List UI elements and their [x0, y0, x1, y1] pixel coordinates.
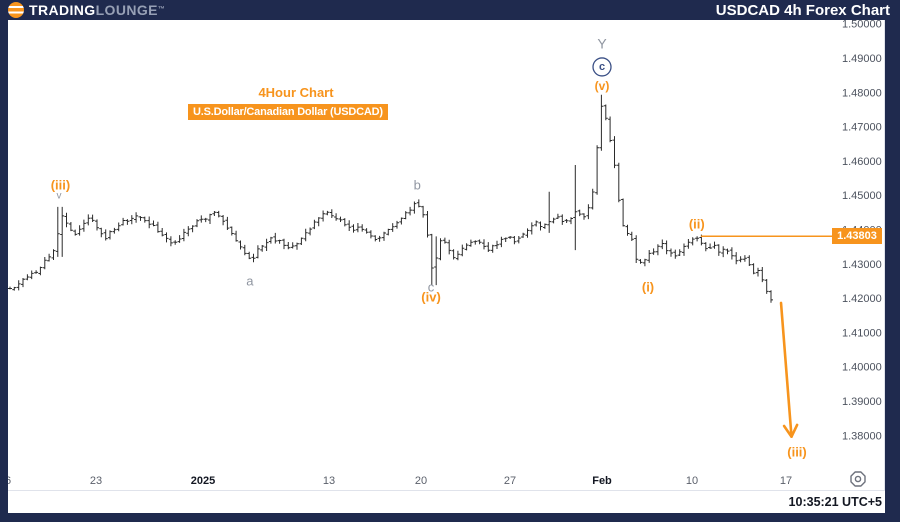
wave-label: (ii)	[689, 217, 705, 232]
price-tick-label: 1.38000	[842, 430, 882, 442]
price-tick-label: 1.49000	[842, 53, 882, 65]
instrument-label: U.S.Dollar/Canadian Dollar (USDCAD)	[188, 104, 388, 120]
price-tick-label: 1.45000	[842, 190, 882, 202]
wave-label: c	[428, 280, 435, 295]
wave-label: (iii)	[51, 177, 71, 192]
wave-label: c	[599, 61, 605, 73]
tradinglounge-logo[interactable]: TRADINGLOUNGE™	[8, 2, 165, 18]
ohlc-bars	[8, 94, 773, 303]
page-title: USDCAD 4h Forex Chart	[715, 1, 890, 19]
wave-label: (v)	[595, 79, 610, 93]
price-axis-tag: 1.43803	[832, 228, 882, 244]
timeframe-label: 4Hour Chart	[258, 85, 334, 100]
wave-label: Y	[597, 36, 607, 52]
wave-label: b	[414, 177, 421, 192]
date-tick-label: 10	[686, 475, 698, 487]
trademark-symbol: ™	[157, 6, 166, 13]
clock-display[interactable]: 10:35:21 UTC+5	[788, 495, 882, 509]
date-tick-label: 23	[90, 475, 102, 487]
date-tick-label: 6	[8, 475, 11, 487]
brand-text: TRADINGLOUNGE™	[29, 2, 165, 18]
price-tick-label: 1.41000	[842, 327, 882, 339]
price-tick-label: 1.48000	[842, 87, 882, 99]
tradinglounge-logo-icon	[8, 2, 24, 18]
price-tick-label: 1.46000	[842, 156, 882, 168]
wave-label: (iii)	[787, 445, 807, 460]
date-tick-label: 2025	[191, 475, 215, 487]
status-bar: 10:35:21 UTC+5	[8, 490, 885, 513]
date-tick-label: 13	[323, 475, 335, 487]
projection-arrow	[779, 301, 793, 438]
wave-label: a	[246, 273, 254, 288]
brand-secondary: LOUNGE	[95, 2, 158, 18]
date-tick-label: 27	[504, 475, 516, 487]
wave-label: v	[57, 190, 62, 201]
price-tick-label: 1.47000	[842, 122, 882, 134]
wave-label: (i)	[642, 280, 654, 295]
price-chart-canvas[interactable]: 1.50000 1.49000 1.48000 1.47000 1.46000 1.450…	[8, 20, 885, 490]
projection-arrow-head	[782, 423, 799, 439]
header: TRADINGLOUNGE™ USDCAD 4h Forex Chart	[0, 0, 900, 20]
price-tick-label: 1.42000	[842, 293, 882, 305]
date-tick-label: 17	[780, 475, 792, 487]
date-tick-label: 20	[415, 475, 427, 487]
price-tick-label: 1.50000	[842, 20, 882, 31]
brand-primary: TRADING	[29, 2, 96, 18]
wave-label-circle	[592, 57, 612, 77]
gear-icon[interactable]	[850, 471, 866, 487]
price-tick-label: 1.43000	[842, 259, 882, 271]
chart-panel	[8, 20, 885, 513]
price-tick-label: 1.40000	[842, 362, 882, 374]
price-tick-label: 1.39000	[842, 396, 882, 408]
wave-label: (iv)	[421, 290, 441, 305]
date-tick-label: Feb	[592, 475, 612, 487]
